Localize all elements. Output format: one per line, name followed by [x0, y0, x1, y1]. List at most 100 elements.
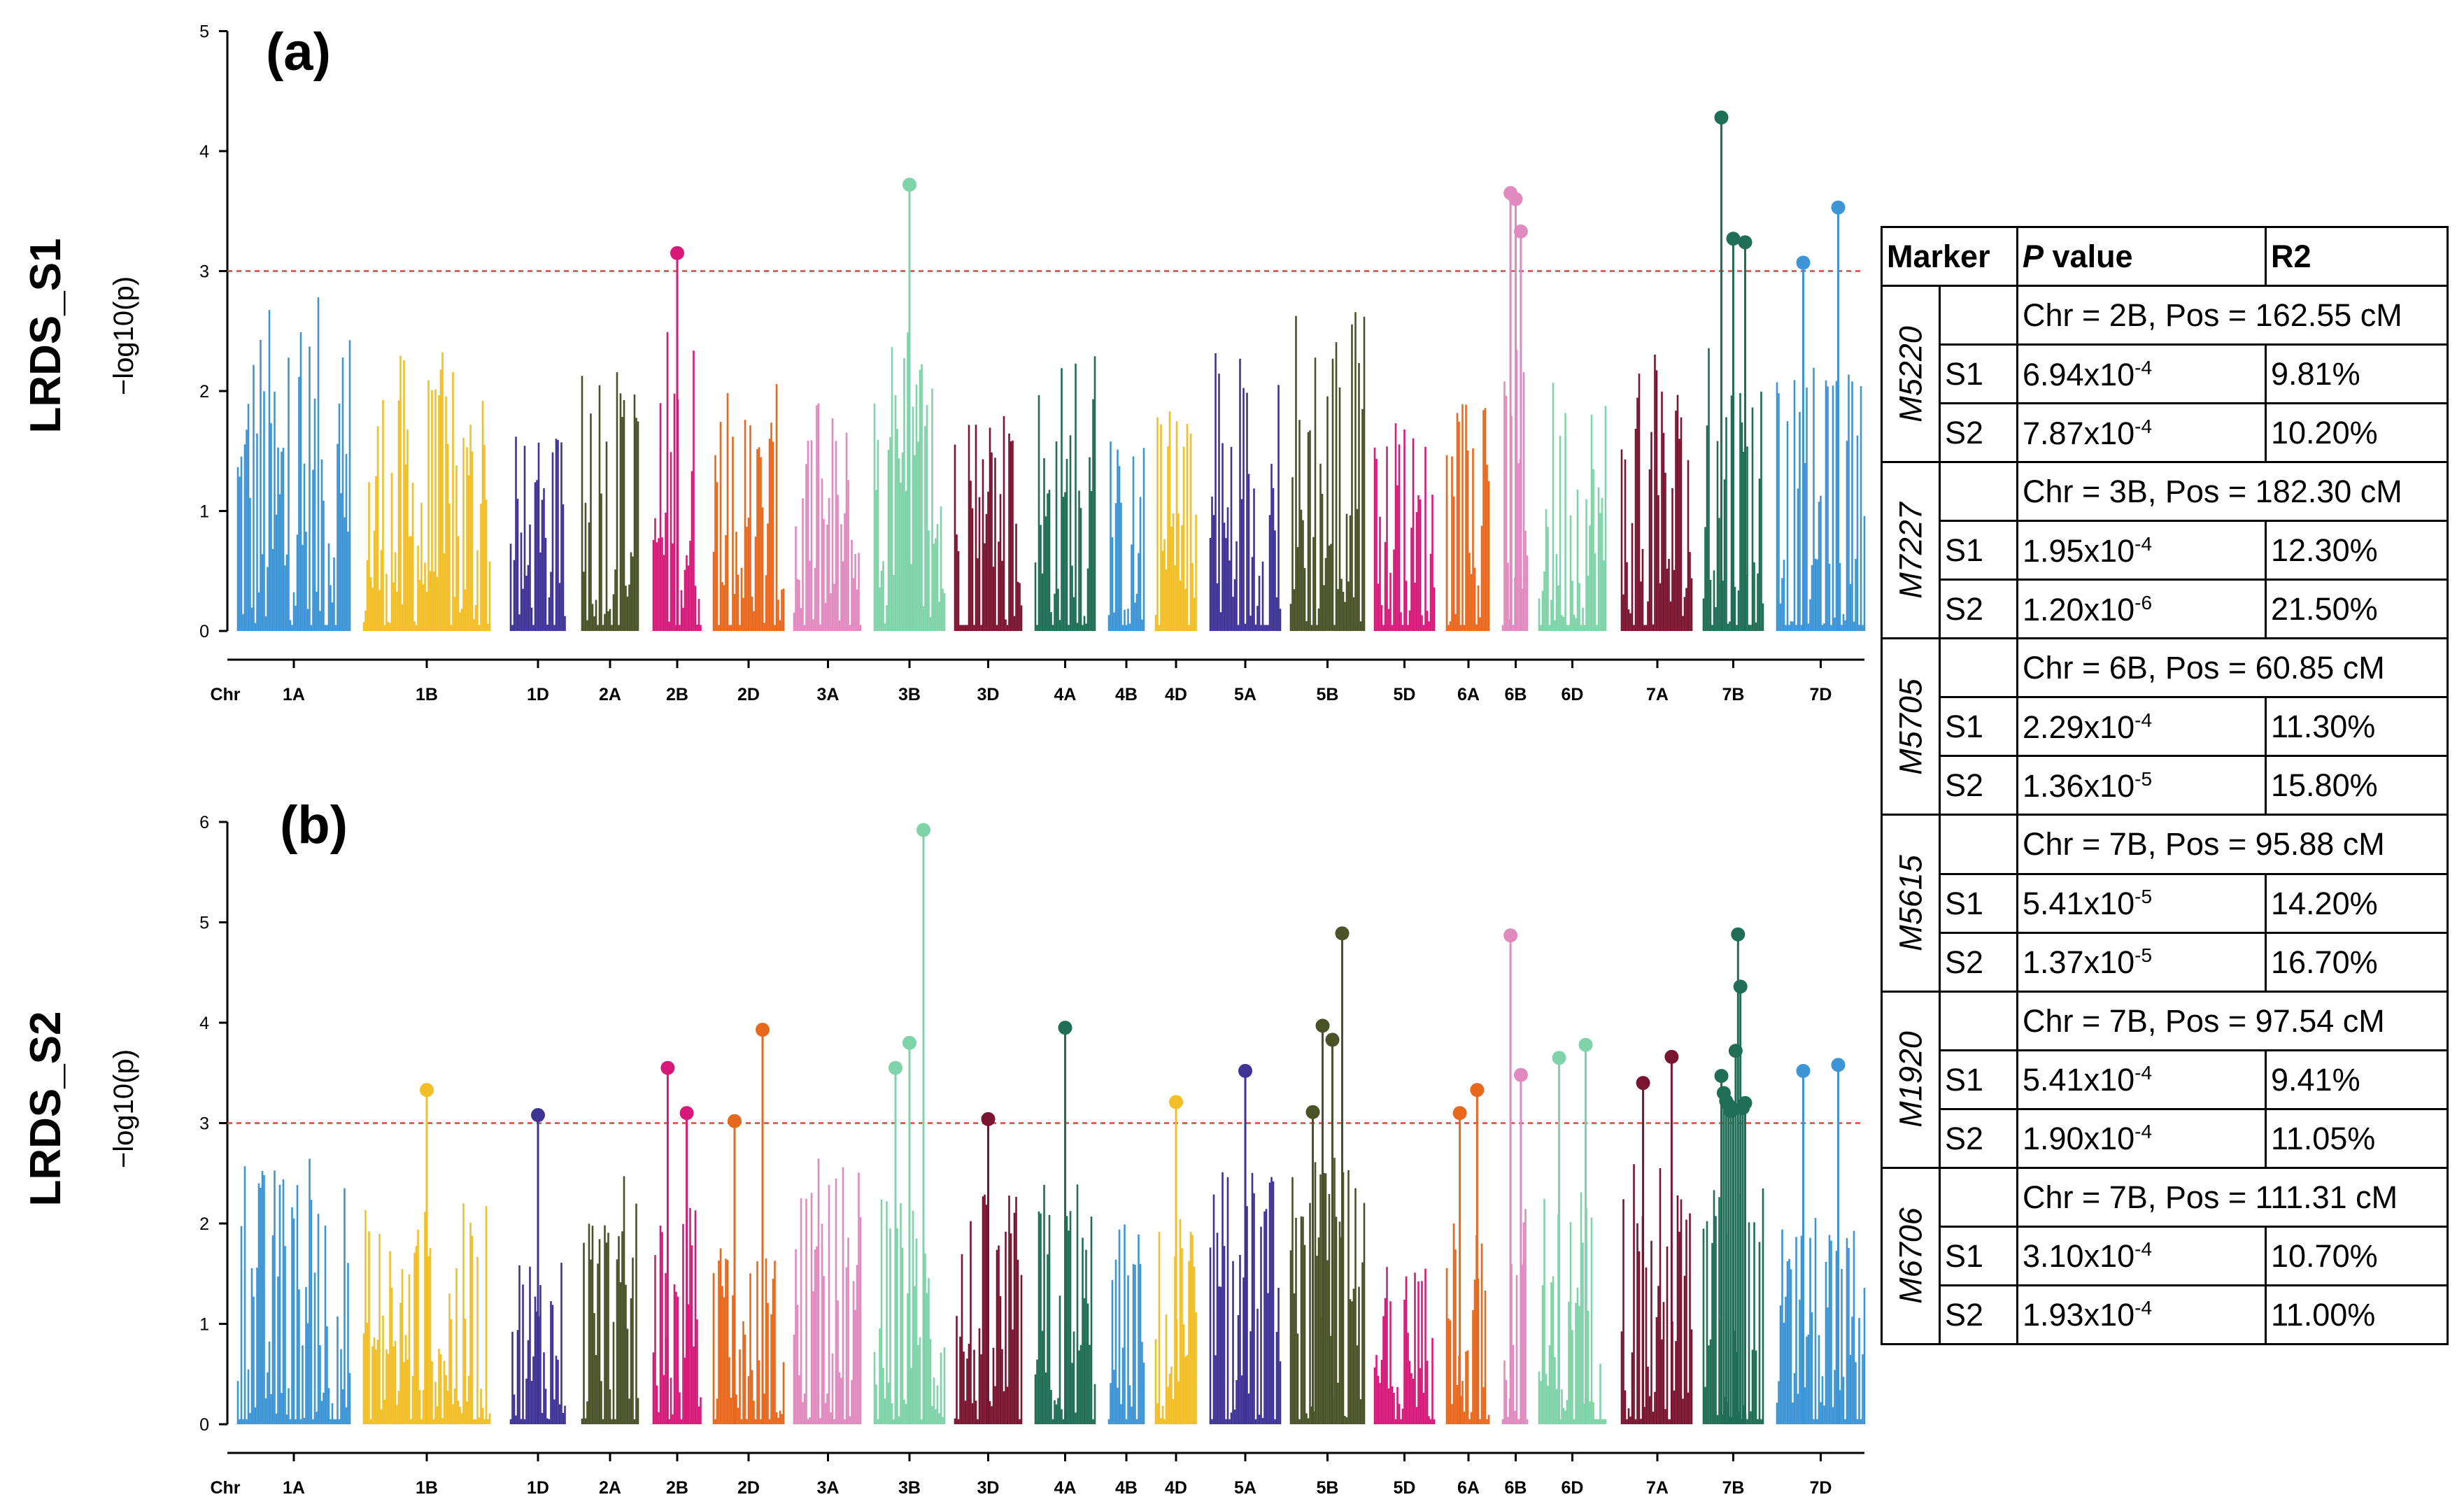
chromosome-7D-snps [1776, 1218, 1866, 1424]
r2-cell: 11.30% [2265, 696, 2449, 758]
x-tick-label: 2B [666, 1478, 688, 1498]
p-value-exponent: -4 [2134, 1297, 2153, 1319]
table-row: S1 6.94x10-4 9.81% [1882, 343, 2449, 405]
p-value-base: 3.10x10 [2023, 1238, 2135, 1275]
x-axis-title: Chr [210, 685, 240, 704]
x-tick-label: 2A [599, 685, 621, 704]
empty-cell [1939, 1166, 2018, 1228]
x-tick-label: 6B [1505, 1478, 1527, 1498]
significant-snp-point [1508, 192, 1523, 206]
panel-b-manhattan-plot: (b) LRDS_S2 −log10(p) 0 1 2 3 4 5 6 Chr 1A 1B 1D 2A… [22, 795, 1866, 1498]
significant-snp-point [1664, 1049, 1679, 1064]
chromosome-7B-snps [1702, 348, 1764, 631]
x-tick-label: 6A [1457, 685, 1480, 704]
y-tick-label: 2 [199, 382, 209, 402]
significant-snp-point [660, 1060, 675, 1075]
p-value-base: 1.95x10 [2023, 532, 2135, 569]
significant-snp-point [1305, 1105, 1320, 1119]
x-tick-label: 6D [1562, 685, 1584, 704]
p-value-cell: 5.41x10-4 [2016, 1049, 2267, 1110]
chromosome-5B-snps [1289, 1158, 1366, 1424]
y-tick-label: 4 [199, 1014, 209, 1033]
x-tick-label: 1A [283, 1478, 305, 1498]
table-row: S2 1.20x10-6 21.50% [1882, 579, 2449, 640]
p-value-cell: 1.36x10-5 [2016, 755, 2267, 816]
x-tick-label: 3D [977, 685, 1000, 704]
p-value-base: 5.41x10 [2023, 886, 2135, 922]
x-tick-label: 7D [1810, 685, 1832, 704]
table-row: S1 5.41x10-5 14.20% [1882, 872, 2449, 934]
marker-name: M7227 [1892, 502, 1929, 599]
marker-position: Chr = 7B, Pos = 95.88 cM [2016, 814, 2449, 875]
table-row: S2 1.37x10-5 16.70% [1882, 931, 2449, 993]
table-row: M5615 Chr = 7B, Pos = 95.88 cM [1881, 814, 2449, 993]
x-tick-label: 2D [737, 685, 760, 704]
x-tick-label: 3D [977, 1478, 1000, 1498]
significant-snp-point [1513, 1067, 1528, 1082]
significant-snp-point [1831, 200, 1846, 215]
x-tick-label: 3A [817, 685, 840, 704]
chromosome-6A-snps [1445, 1223, 1490, 1424]
table-row: S1 2.29x10-4 11.30% [1882, 696, 2449, 758]
panel-a-y-title: LRDS_S1 [22, 238, 70, 433]
marker-position: Chr = 2B, Pos = 162.55 cM [2016, 285, 2449, 346]
x-tick-label: 6B [1505, 685, 1527, 704]
significant-snp-point [1714, 110, 1729, 125]
season-cell: S2 [1939, 931, 2018, 993]
empty-cell [1939, 637, 2018, 699]
p-value-exponent: -4 [2134, 356, 2153, 378]
chromosome-2B-snps [652, 1207, 702, 1424]
header-marker: Marker [1881, 225, 2018, 288]
season-cell: S2 [1939, 402, 2018, 464]
x-tick-label: 4D [1165, 1478, 1187, 1498]
x-tick-label: 4A [1054, 1478, 1077, 1498]
marker-position: Chr = 7B, Pos = 97.54 cM [2016, 990, 2449, 1051]
r2-cell: 11.00% [2265, 1284, 2449, 1346]
x-tick-label: 5A [1234, 685, 1256, 704]
chromosome-5A-snps [1209, 353, 1282, 631]
p-value-base: 1.90x10 [2023, 1121, 2135, 1157]
panel-b-y-sublabel: −log10(p) [108, 1049, 139, 1168]
significant-snp-point [728, 1114, 742, 1128]
y-tick-label: 5 [199, 22, 209, 42]
chromosome-3A-snps [793, 403, 862, 631]
significant-snp-point [1325, 1033, 1340, 1047]
significant-snp-point [670, 246, 684, 260]
significant-snp-point [1738, 235, 1753, 250]
season-cell: S1 [1939, 1049, 2018, 1110]
header-r2: R2 [2265, 225, 2449, 288]
p-value-cell: 5.41x10-5 [2016, 872, 2267, 934]
season-cell: S2 [1939, 755, 2018, 816]
marker-name-cell: M1920 [1881, 990, 1941, 1169]
significant-snp-point [888, 1060, 902, 1075]
r2-cell: 21.50% [2265, 579, 2449, 640]
x-tick-label: 7A [1646, 685, 1669, 704]
panel-a-manhattan-plot: (a) LRDS_S1 −log10(p) 0 1 2 3 4 5 Chr 1A 1B 1D 2A 2… [22, 22, 1866, 704]
significant-snp-point [1552, 1051, 1566, 1065]
significant-snp-point [679, 1106, 694, 1121]
p-value-cell: 3.10x10-4 [2016, 1225, 2267, 1286]
x-tick-label: 7B [1722, 1478, 1745, 1498]
marker-position: Chr = 6B, Pos = 60.85 cM [2016, 637, 2449, 699]
marker-position: Chr = 3B, Pos = 182.30 cM [2016, 461, 2449, 523]
chromosome-3D-snps [954, 1194, 1023, 1424]
x-tick-label: 2A [599, 1478, 621, 1498]
r2-cell: 14.20% [2265, 872, 2449, 934]
p-value-exponent: -4 [2134, 1062, 2153, 1084]
empty-cell [1939, 461, 2018, 523]
chromosome-1D-snps [509, 437, 566, 631]
significant-snp-point [1578, 1037, 1593, 1052]
x-tick-label: 5B [1317, 1478, 1339, 1498]
chromosome-5B-snps [1289, 312, 1366, 631]
x-tick-label: 1D [527, 685, 549, 704]
season-cell: S1 [1939, 343, 2018, 405]
p-value-base: 1.37x10 [2023, 944, 2135, 981]
chromosome-4A-snps [1034, 356, 1096, 631]
significant-snp-point [1335, 926, 1350, 941]
chromosome-2B-snps [652, 332, 702, 631]
marker-position: Chr = 7B, Pos = 111.31 cM [2016, 1166, 2449, 1228]
significant-snp-point [1733, 979, 1748, 994]
panel-b-y-title: LRDS_S2 [22, 1011, 70, 1206]
x-tick-label: 5D [1394, 1478, 1416, 1498]
chromosome-1A-snps [236, 297, 351, 631]
